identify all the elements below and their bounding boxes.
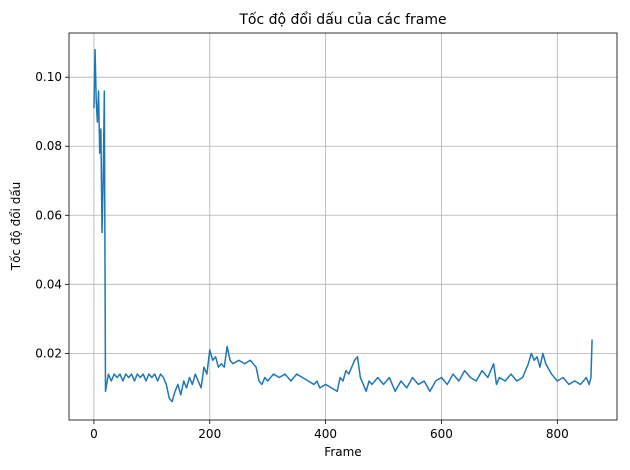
y-tick-label: 0.08 — [35, 139, 62, 153]
x-tick-label: 600 — [430, 427, 453, 441]
y-tick-label: 0.10 — [35, 70, 62, 84]
data-line — [93, 48, 593, 403]
chart-title: Tốc độ đổi dấu của các frame — [238, 11, 446, 28]
y-axis-label: Tốc độ đổi dấu — [9, 182, 23, 272]
x-tick-label: 800 — [546, 427, 569, 441]
x-axis-label: Frame — [324, 445, 361, 459]
y-tick-label: 0.06 — [35, 208, 62, 222]
y-tick-label: 0.04 — [35, 277, 62, 291]
x-tick-label: 0 — [90, 427, 98, 441]
x-tick-label: 400 — [314, 427, 337, 441]
plot-frame — [68, 32, 618, 421]
x-tick-label: 200 — [198, 427, 221, 441]
y-tick-label: 0.02 — [35, 346, 62, 360]
